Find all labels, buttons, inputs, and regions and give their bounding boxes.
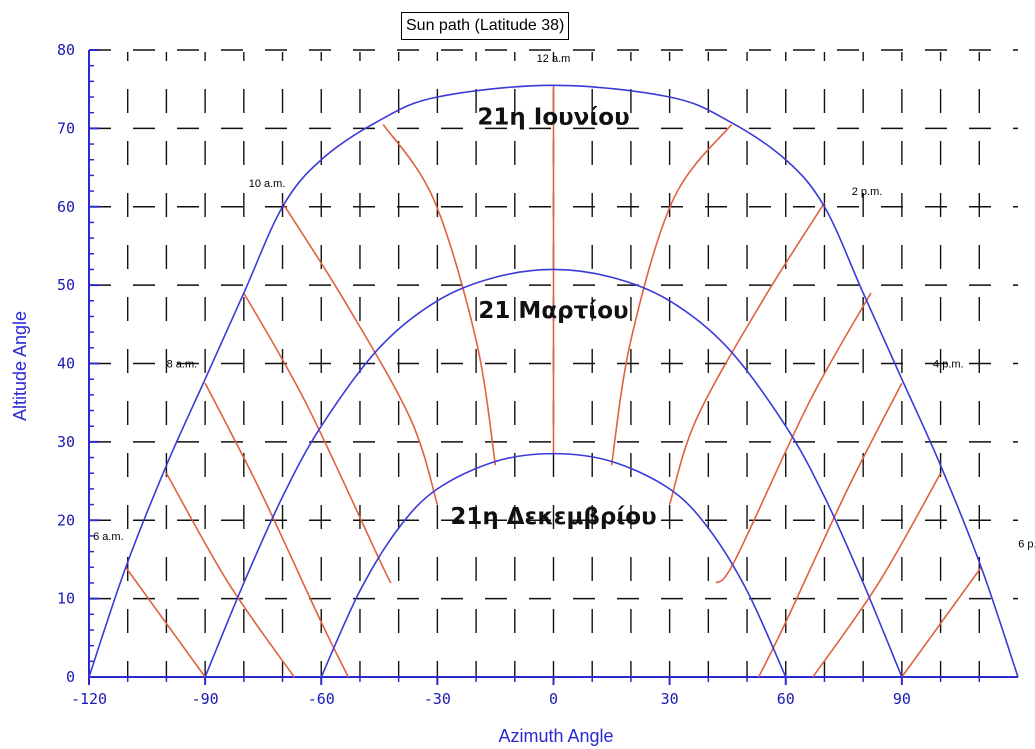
hour-annotation: 6 p.m. — [1018, 539, 1035, 551]
sun-path-series — [88, 84, 1019, 678]
hour-annotation: 6 a.m. — [93, 531, 124, 543]
y-tick-label: 70 — [57, 119, 75, 137]
sun-path-series — [204, 268, 903, 678]
hour-annotation: 12 a.m — [537, 53, 571, 65]
hour-lines — [125, 85, 982, 678]
axes: 0 10 20 30 40 50 60 70 80 -120 -90 -60 -30 0 30 60 90 — [57, 41, 1018, 708]
x-tick-label: 0 — [549, 690, 558, 708]
x-tick-label: 30 — [661, 690, 679, 708]
hour-annotation: 8 a.m. — [167, 358, 198, 370]
hour-line — [204, 382, 350, 678]
y-tick-label: 20 — [57, 511, 75, 529]
curve-label: 21η Ιουνίου — [477, 104, 629, 130]
y-tick-label: 30 — [57, 433, 75, 451]
hour-line — [812, 472, 942, 678]
curve-label: 21 Μαρτίου — [478, 298, 628, 324]
hour-line — [243, 292, 392, 584]
hour-line — [125, 566, 206, 678]
sun-path-series — [320, 452, 787, 678]
y-tick-label: 10 — [57, 590, 75, 608]
y-tick-label: 80 — [57, 41, 75, 59]
y-tick-label: 50 — [57, 276, 75, 294]
hour-line — [668, 202, 826, 505]
x-tick-label: 90 — [893, 690, 911, 708]
y-tick-label: 40 — [57, 355, 75, 373]
hour-line — [610, 123, 733, 466]
hour-line — [281, 202, 439, 505]
x-tick-label: 60 — [777, 690, 795, 708]
x-tick-label: -90 — [192, 690, 219, 708]
y-tick-label: 0 — [66, 668, 75, 686]
hour-annotation: 2 p.m. — [852, 186, 883, 198]
hour-line — [382, 124, 497, 466]
hour-annotation: 10 a.m. — [249, 178, 286, 190]
x-tick-label: -30 — [424, 690, 451, 708]
x-tick-label: -120 — [71, 690, 107, 708]
y-axis-label: Altitude Angle — [10, 311, 30, 421]
chart-title: Sun path (Latitude 38) — [401, 12, 570, 40]
x-axis-label: Azimuth Angle — [498, 726, 613, 746]
hour-line — [757, 382, 903, 678]
y-tick-label: 60 — [57, 198, 75, 216]
hour-line — [715, 292, 872, 584]
hour-annotation: 4 p.m. — [933, 358, 964, 370]
x-tick-label: -60 — [308, 690, 335, 708]
chart-labels: 12 a.m 10 a.m. 2 p.m. 8 a.m. 4 p.m. 6 a.m. 6 p… — [93, 53, 1035, 551]
grid — [89, 49, 1018, 677]
hour-line — [165, 472, 295, 678]
sun-path-curves — [88, 84, 1019, 678]
hour-line — [901, 566, 982, 678]
curve-label: 21η Δεκεμβρίου — [450, 504, 656, 530]
